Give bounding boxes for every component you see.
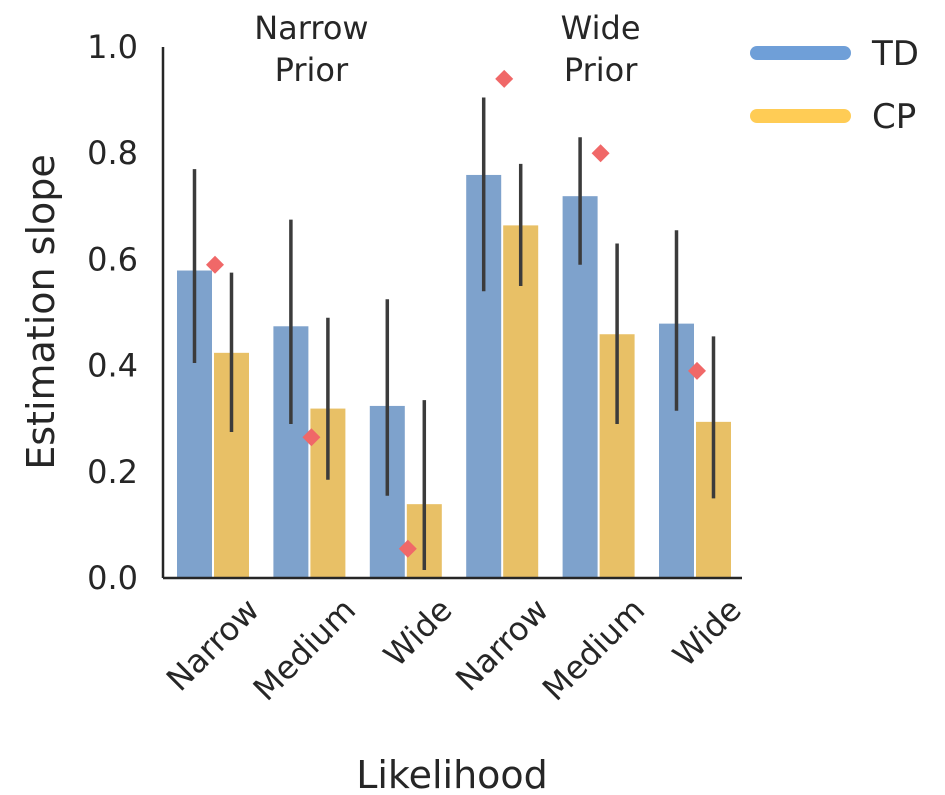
model-marker-3 <box>495 69 514 88</box>
model-marker-1 <box>302 428 321 447</box>
model-marker-2 <box>398 539 417 558</box>
y-tick-label-0: 0.0 <box>87 559 138 597</box>
prior-group-label-0-line-0: Narrow <box>254 9 368 47</box>
model-marker-4 <box>591 144 610 163</box>
x-tick-label-1: Medium <box>246 591 363 708</box>
y-tick-labels: 0.0 0.2 0.4 0.6 0.8 1.0 <box>87 28 138 597</box>
prior-group-label-1-line-1: Prior <box>564 51 638 89</box>
prior-group-label-1-line-0: Wide <box>561 9 641 47</box>
x-axis-title: Likelihood <box>356 753 548 795</box>
y-tick-label-2: 0.4 <box>87 347 138 385</box>
prior-group-labels: Narrow Prior Wide Prior <box>254 9 640 89</box>
legend-label-td: TD <box>871 34 919 74</box>
y-tick-label-3: 0.6 <box>87 240 138 278</box>
x-tick-label-5: Wide <box>665 591 748 674</box>
model-marker-5 <box>688 361 706 380</box>
x-tick-label-4: Medium <box>535 591 652 708</box>
markers-layer <box>206 69 706 558</box>
prior-group-label-0-line-1: Prior <box>275 51 349 89</box>
y-tick-label-1: 0.2 <box>87 453 138 491</box>
y-tick-label-4: 0.8 <box>87 134 138 172</box>
y-tick-label-5: 1.0 <box>87 28 138 66</box>
y-axis-title: Estimation slope <box>19 154 63 470</box>
legend-label-cp: CP <box>872 97 916 137</box>
error-bars-layer <box>192 97 716 571</box>
legend: TD CP <box>750 34 919 137</box>
bars-layer <box>176 173 732 579</box>
x-tick-label-2: Wide <box>376 591 459 674</box>
model-marker-0 <box>206 255 224 274</box>
